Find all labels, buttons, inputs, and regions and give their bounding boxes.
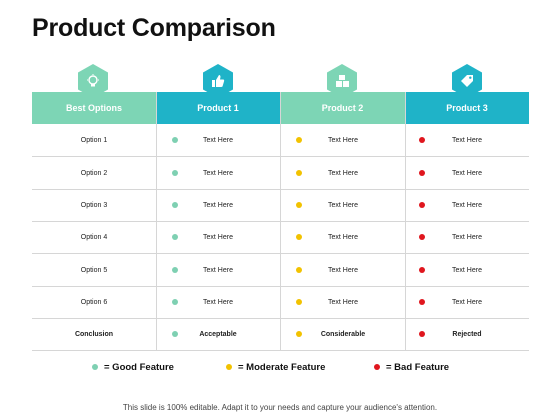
product-3-cell: Text Here [452,233,482,241]
product-2-cell: Text Here [328,136,358,144]
footer-note: This slide is 100% editable. Adapt it to… [122,403,438,412]
header-product-1: Product 1 [156,92,280,124]
row-label: Option 4 [80,233,108,241]
product-3-cell: Text Here [452,169,482,177]
bad-indicator [419,331,425,337]
product-3-cell: Text Here [452,201,482,209]
bad-indicator [419,267,425,273]
row-label: Option 1 [80,136,108,144]
moderate-indicator [296,202,302,208]
moderate-indicator [226,364,232,370]
moderate-indicator [296,137,302,143]
row-label: Option 2 [80,169,108,177]
good-indicator [172,331,178,337]
row-divider [32,156,529,157]
legend-good-label: = Good Feature [104,361,174,373]
legend-bad: = Bad Feature [374,360,449,374]
product-1-cell: Text Here [203,266,233,274]
page-title: Product Comparison [32,14,276,42]
conclusion-label: Conclusion [74,330,114,338]
moderate-indicator [296,234,302,240]
bad-indicator [419,299,425,305]
row-divider [32,221,529,222]
bad-indicator [374,364,380,370]
product-2-conclusion: Considerable [320,330,366,338]
row-divider [32,253,529,254]
product-1-cell: Text Here [203,298,233,306]
product-1-conclusion: Acceptable [199,330,237,338]
header-best-options: Best Options [32,92,156,124]
legend-moderate-label: = Moderate Feature [238,361,326,373]
moderate-indicator [296,170,302,176]
product-2-cell: Text Here [328,233,358,241]
bad-indicator [419,137,425,143]
product-3-cell: Text Here [452,136,482,144]
product-1-cell: Text Here [203,136,233,144]
good-indicator [172,170,178,176]
legend-bad-label: = Bad Feature [386,361,450,373]
row-label: Option 3 [80,201,108,209]
header-product-3: Product 3 [405,92,529,124]
product-2-cell: Text Here [328,201,358,209]
product-1-cell: Text Here [203,233,233,241]
bad-indicator [419,234,425,240]
moderate-indicator [296,331,302,337]
legend-good: = Good Feature [92,360,174,374]
product-2-cell: Text Here [328,266,358,274]
legend-moderate: = Moderate Feature [226,360,325,374]
bad-indicator [419,170,425,176]
header-product-2: Product 2 [280,92,405,124]
product-3-cell: Text Here [452,266,482,274]
product-2-cell: Text Here [328,298,358,306]
moderate-indicator [296,299,302,305]
bad-indicator [419,202,425,208]
row-divider [32,318,529,319]
product-3-cell: Text Here [452,298,482,306]
good-indicator [92,364,98,370]
moderate-indicator [296,267,302,273]
product-1-cell: Text Here [203,201,233,209]
product-1-cell: Text Here [203,169,233,177]
good-indicator [172,234,178,240]
good-indicator [172,299,178,305]
good-indicator [172,137,178,143]
row-divider [32,350,529,351]
row-divider [32,189,529,190]
row-label: Option 5 [80,266,108,274]
product-2-cell: Text Here [328,169,358,177]
row-divider [32,286,529,287]
good-indicator [172,267,178,273]
row-label: Option 6 [80,298,108,306]
product-3-conclusion: Rejected [452,330,482,338]
good-indicator [172,202,178,208]
